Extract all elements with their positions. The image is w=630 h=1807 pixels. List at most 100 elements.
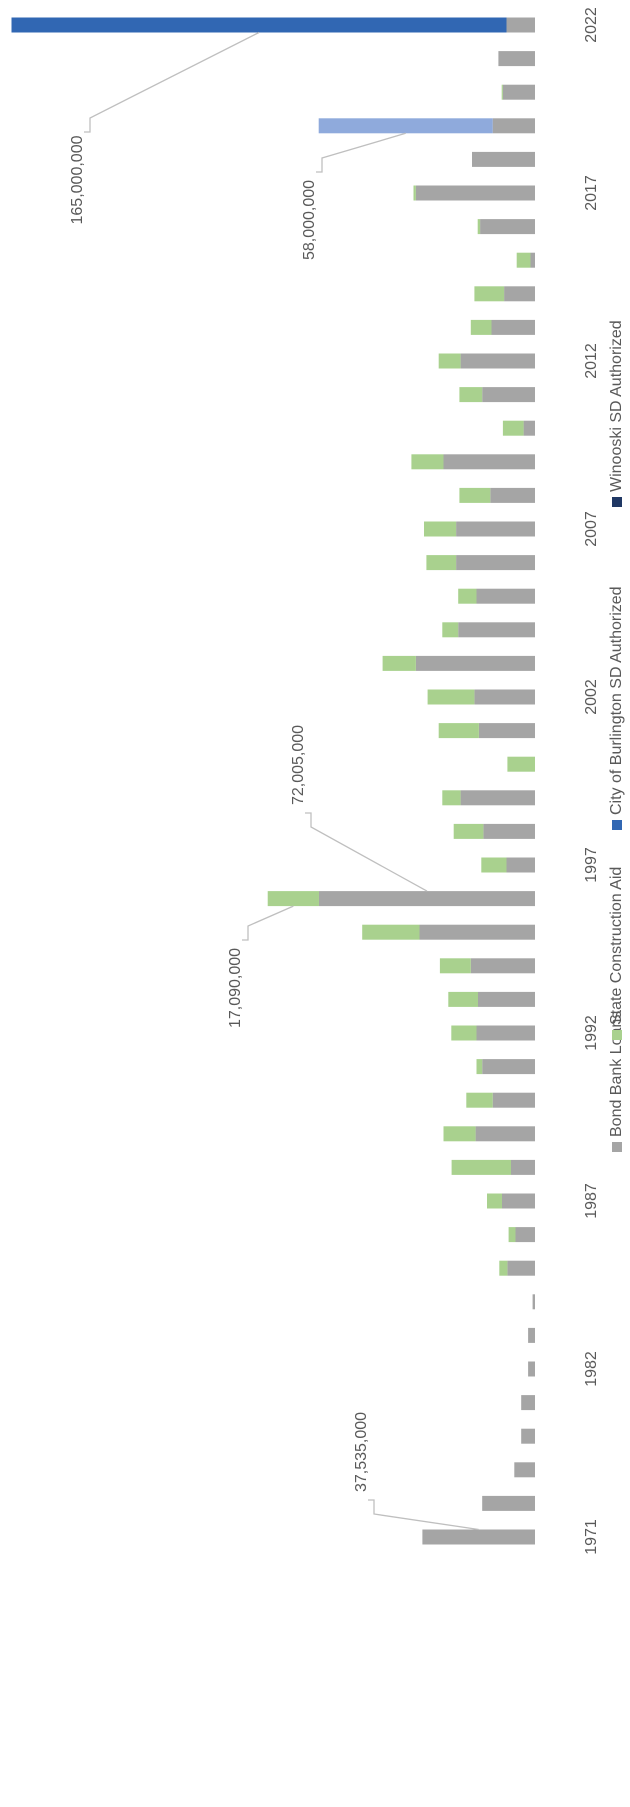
bar-segment — [501, 84, 503, 100]
bar-segment — [478, 991, 535, 1007]
bar-segment — [427, 689, 475, 705]
bar-segment — [460, 353, 535, 369]
bar-segment — [443, 454, 535, 470]
legend-swatch — [612, 1142, 622, 1152]
data-label: 58,000,000 — [301, 180, 318, 260]
bar-segment — [507, 1260, 535, 1276]
bar-segment — [515, 1227, 535, 1243]
bar-segment — [415, 655, 535, 671]
legend-label: Winooski SD Authorized — [608, 320, 625, 492]
bar-segment — [419, 924, 535, 940]
bar-segment — [480, 219, 535, 235]
bar-segment — [514, 1462, 535, 1478]
legend-swatch — [612, 497, 622, 507]
bar-segment — [267, 891, 319, 907]
legend-swatch — [612, 820, 622, 830]
bar-segment — [438, 723, 479, 739]
x-tick-label: 2012 — [583, 343, 600, 379]
bar-segment — [413, 185, 416, 201]
x-tick-label: 1992 — [583, 1015, 600, 1051]
x-tick-label: 2007 — [583, 511, 600, 547]
bar-segment — [382, 655, 416, 671]
leader-line — [305, 812, 428, 892]
legend-swatch — [612, 1030, 622, 1040]
bar-segment — [448, 991, 478, 1007]
bar-segment — [442, 790, 461, 806]
bar-segment — [504, 286, 535, 302]
bar-segment — [474, 689, 535, 705]
bar-segment — [506, 17, 535, 33]
bar-segment — [490, 487, 535, 503]
data-label: 72,005,000 — [290, 725, 307, 805]
bar-segment — [532, 1294, 535, 1310]
legend-label: Bond Bank Loans — [608, 1011, 625, 1137]
bar-segment — [528, 1327, 535, 1343]
bar-segment — [482, 387, 535, 403]
bar-segment — [476, 1059, 483, 1075]
bar-segment — [491, 319, 535, 335]
bar-segment — [487, 1193, 502, 1209]
legend-label: City of Burlington SD Authorized — [608, 586, 625, 815]
bar-segment — [458, 588, 477, 604]
data-label: 165,000,000 — [69, 135, 86, 224]
bar-segment — [528, 1361, 535, 1377]
bar-segment — [523, 420, 535, 436]
bar-segment — [451, 1025, 477, 1041]
bar-segment — [459, 387, 483, 403]
bar-segment — [470, 319, 492, 335]
bar-segment — [516, 252, 531, 268]
bar-segment — [476, 1025, 535, 1041]
bar-segment — [415, 185, 535, 201]
bar-segment — [521, 1428, 535, 1444]
bar-segment — [498, 51, 535, 67]
x-tick-label: 1997 — [583, 847, 600, 883]
bar-segment — [472, 151, 535, 167]
bar-segment — [458, 622, 535, 638]
bar-segment — [511, 1159, 535, 1175]
bar-segment — [502, 84, 535, 100]
bar-segment — [506, 857, 535, 873]
bar-segment — [362, 924, 420, 940]
x-tick-label: 1971 — [583, 1519, 600, 1555]
x-tick-label: 2022 — [583, 7, 600, 43]
bar-segment — [478, 723, 535, 739]
bar-segment — [521, 1395, 535, 1411]
bar-segment — [507, 756, 535, 772]
bar-segment — [11, 17, 507, 33]
bar-segment — [439, 958, 471, 974]
bar-segment — [508, 1227, 516, 1243]
bar-segment — [492, 118, 535, 134]
data-label: 37,535,000 — [353, 1412, 370, 1492]
x-tick-label: 1982 — [583, 1351, 600, 1387]
leader-line — [242, 905, 294, 941]
bar-segment — [442, 622, 459, 638]
data-label: 17,090,000 — [227, 948, 244, 1028]
bar-segment — [443, 1126, 476, 1142]
bar-segment — [411, 454, 444, 470]
leader-line — [368, 1499, 479, 1531]
bar-segment — [422, 1529, 535, 1545]
bar-segment — [318, 118, 493, 134]
bar-segment — [475, 1126, 535, 1142]
bar-segment — [456, 521, 535, 537]
bar-segment — [318, 891, 535, 907]
x-tick-label: 2002 — [583, 679, 600, 715]
leader-line — [84, 31, 260, 133]
bar-segment — [530, 252, 535, 268]
bar-segment — [456, 555, 535, 571]
bar-segment — [483, 823, 535, 839]
bar-segment — [438, 353, 461, 369]
bar-segment — [426, 555, 457, 571]
leader-line — [316, 132, 406, 173]
x-tick-label: 1987 — [583, 1183, 600, 1219]
bar-segment — [466, 1092, 493, 1108]
bar-segment — [481, 857, 507, 873]
bar-segment — [460, 790, 535, 806]
bar-segment — [474, 286, 505, 302]
bar-segment — [477, 219, 481, 235]
bar-segment — [502, 1193, 535, 1209]
bar-segment — [476, 588, 535, 604]
bar-segment — [470, 958, 535, 974]
